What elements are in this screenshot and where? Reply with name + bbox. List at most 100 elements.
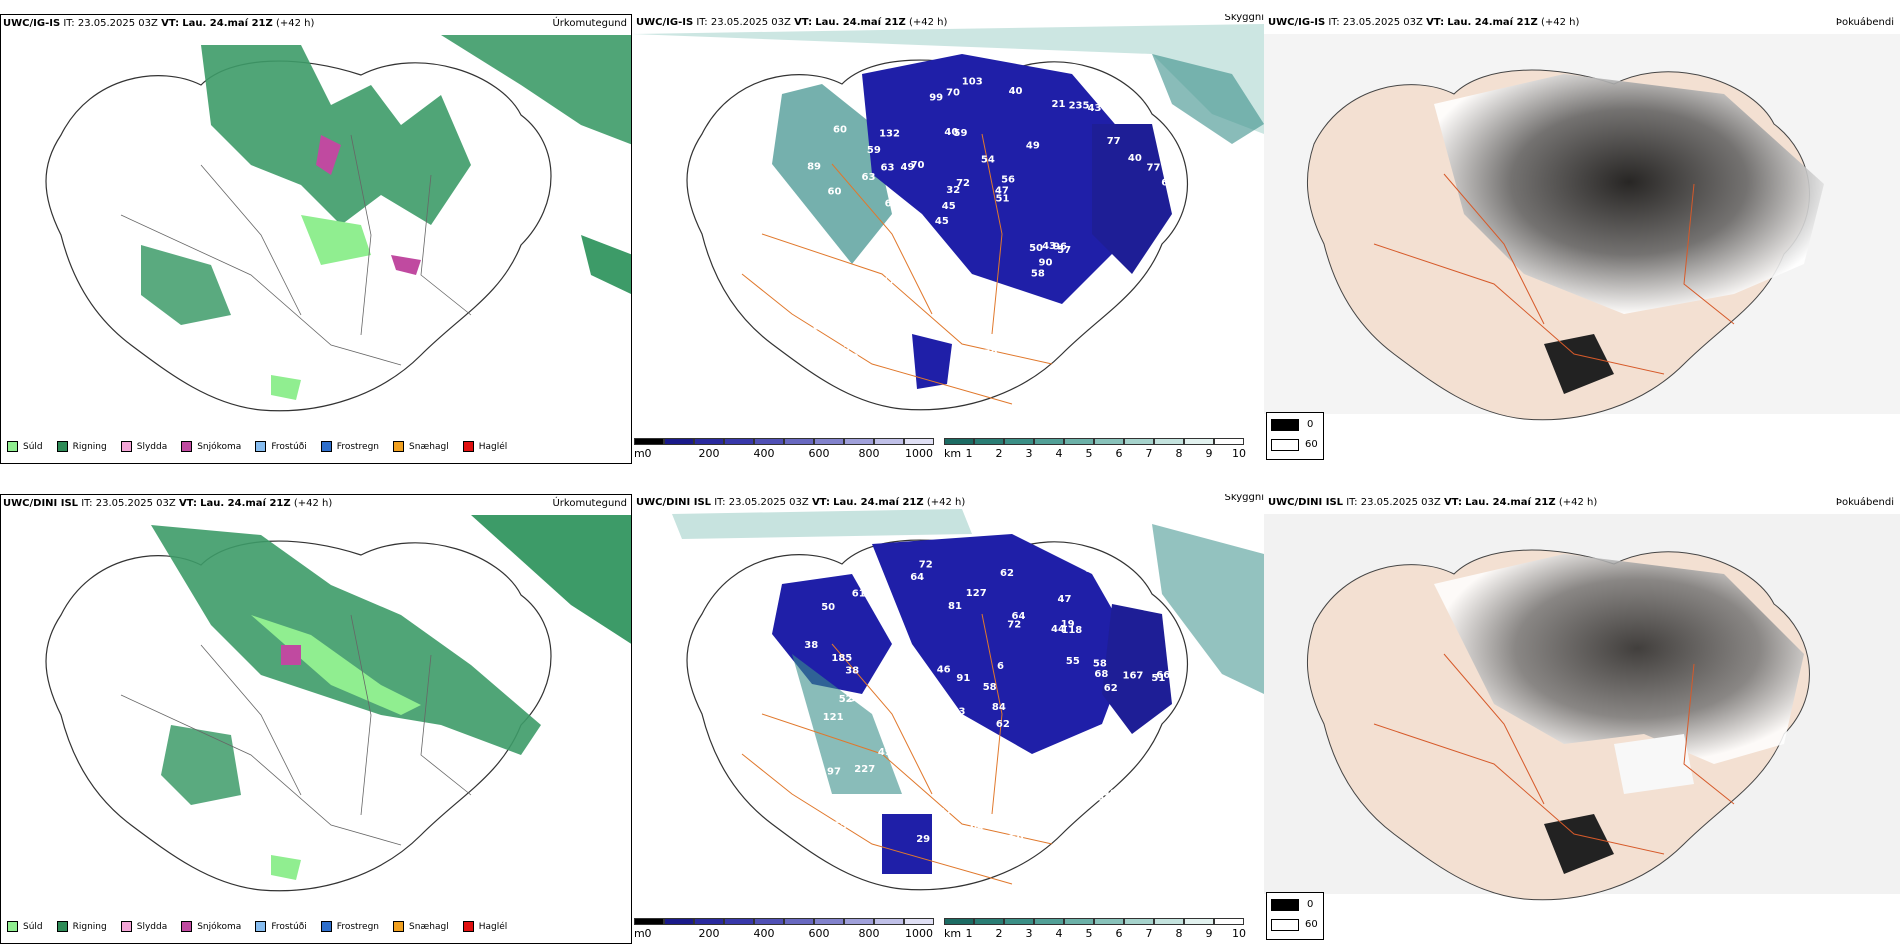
map-value-label: 65 xyxy=(845,338,859,349)
map-value-label: 42 xyxy=(1037,772,1051,783)
map-value-label: 54 xyxy=(981,155,995,166)
map-value-label: 96 xyxy=(1053,241,1067,252)
precip-legend: Súld Rigning Slydda Snjókoma Frostúði Fr… xyxy=(7,921,521,932)
map-value-label: 43 xyxy=(952,707,966,718)
fog-legend-swatch-low xyxy=(1271,419,1299,431)
legend-item-rain: Rigning xyxy=(56,921,107,932)
map-value-label: 47 xyxy=(1058,594,1072,605)
map-value-label: 50 xyxy=(1029,243,1043,254)
panel-header: UWC/DINI ISL IT: 23.05.2025 03Z VT: Lau.… xyxy=(1268,497,1598,508)
legend-item-drizzle: Súld xyxy=(7,921,43,932)
map-value-label: 97 xyxy=(827,767,841,778)
map-value-label: 55 xyxy=(1066,656,1080,667)
map-value-label: 57 xyxy=(867,295,881,306)
map-value-label: 53 xyxy=(808,760,822,771)
map-value-label: 66 xyxy=(1156,670,1170,681)
map-value-label: 45 xyxy=(935,216,949,227)
map-value-label: 58 xyxy=(911,706,925,717)
legend-swatch xyxy=(393,921,405,932)
map-value-label: 80 xyxy=(1158,759,1172,770)
legend-swatch xyxy=(56,441,68,452)
fog-index-map-igis[interactable]: UWC/IG-IS IT: 23.05.2025 03Z VT: Lau. 24… xyxy=(1264,14,1900,464)
ceiling-visibility-map-dini[interactable]: 72 47 51 43 62 54 50 44 121 72 58 55 64 58 71 50 53 60 55 4… xyxy=(632,494,1264,944)
fog-index-map-dini[interactable]: UWC/DINI ISL IT: 23.05.2025 03Z VT: Lau.… xyxy=(1264,494,1900,944)
map-value-label: 50 xyxy=(1010,833,1024,844)
map-value-label: 84 xyxy=(992,702,1006,713)
map-value-label: 32 xyxy=(946,185,960,196)
fog-legend-swatch-high xyxy=(1271,439,1299,451)
map-value-label: 47 xyxy=(995,186,1009,197)
ceiling-colorbar: m 0 200 400 600 800 1000 xyxy=(634,918,934,944)
map-value-label: 108 xyxy=(812,309,833,320)
map-value-label: 51 xyxy=(996,193,1010,204)
map-value-label: 53 xyxy=(1097,793,1111,804)
map-value-label: 57 xyxy=(1057,245,1071,256)
legend-item-snow: Snjókoma xyxy=(181,441,241,452)
legend-item-snow-pellets: Snæhagl xyxy=(393,441,449,452)
panel-title: Úrkomutegund xyxy=(552,498,627,509)
ceiling-colorbar: m 0 200 400 600 800 1000 xyxy=(634,438,934,464)
map-value-label: 235 xyxy=(1069,100,1090,111)
map-value-label: 68 xyxy=(1094,669,1108,680)
map-value-label: 54 xyxy=(849,694,863,705)
map-value-label: 70 xyxy=(911,160,925,171)
map-value-label: 6 xyxy=(997,661,1004,672)
map-value-label: 47 xyxy=(906,323,920,334)
legend-swatch xyxy=(320,921,332,932)
legend-item-sleet: Slydda xyxy=(120,441,167,452)
map-value-label: 99 xyxy=(929,93,943,104)
map-value-label: 43 xyxy=(1042,241,1056,252)
map-value-label: 77 xyxy=(1107,136,1121,147)
precip-type-map-dini[interactable]: UWC/DINI ISL IT: 23.05.2025 03Z VT: Lau.… xyxy=(0,494,632,944)
panel-header: UWC/IG-IS IT: 23.05.2025 03Z VT: Lau. 24… xyxy=(1268,17,1580,28)
map-value-label: 40 xyxy=(1009,86,1023,97)
precip-legend: Súld Rigning Slydda Snjókoma Frostúði Fr… xyxy=(7,441,521,452)
map-value-label: 71 xyxy=(880,330,894,341)
map-value-label: 723 xyxy=(1104,802,1125,813)
map-value-label: 50 xyxy=(839,278,853,289)
map-value-label: 63 xyxy=(881,163,895,174)
legend-item-freezing-drizzle: Frostúði xyxy=(255,441,307,452)
map-value-label: 71 xyxy=(1001,834,1015,845)
map-value-label: 58 xyxy=(1031,268,1045,279)
panel-header: UWC/IG-IS IT: 23.05.2025 03Z VT: Lau. 24… xyxy=(3,18,315,29)
legend-swatch xyxy=(462,921,474,932)
ceiling-visibility-map-igis[interactable]: 48 60 60 45 49 65 40 54 50 70 64 105 59 56 57 60 70 62 50 4… xyxy=(632,14,1264,464)
legend-swatch xyxy=(56,921,68,932)
map-value-label: 47 xyxy=(938,807,952,818)
map-value-label: 40 xyxy=(944,127,958,138)
legend-swatch xyxy=(393,441,405,452)
panel-title: Skyggni xyxy=(1224,494,1264,503)
map-value-label: 46 xyxy=(937,665,951,676)
legend-swatch xyxy=(7,921,18,932)
fog-legend: 0 60 xyxy=(1266,412,1324,460)
map-value-label: 58 xyxy=(947,269,961,280)
precip-type-map-igis[interactable]: UWC/IG-IS IT: 23.05.2025 03Z VT: Lau. 24… xyxy=(0,14,632,464)
map-value-label: 72 xyxy=(919,560,933,571)
map-value-labels: 4860604549654054507064105595657607062504… xyxy=(807,77,1175,364)
legend-swatch xyxy=(181,921,193,932)
map-value-label: 89 xyxy=(807,162,821,173)
map-value-label: 58 xyxy=(983,682,997,693)
map-value-label: 49 xyxy=(1026,141,1040,152)
map-value-label: 59 xyxy=(954,128,968,139)
map-value-label: 72 xyxy=(956,178,970,189)
fog-map-graphic xyxy=(1264,514,1900,901)
map-value-label: 64 xyxy=(813,321,827,332)
ceiling-map-graphic: 4860604549654054507064105595657607062504… xyxy=(632,24,1264,411)
map-value-label: 65 xyxy=(885,199,899,210)
legend-swatch xyxy=(181,441,193,452)
map-value-label: 75 xyxy=(942,297,956,308)
legend-item-sleet: Slydda xyxy=(120,921,167,932)
legend-item-snow-pellets: Snæhagl xyxy=(393,921,449,932)
map-value-label: 60 xyxy=(828,186,842,197)
legend-item-freezing-rain: Frostregn xyxy=(320,921,379,932)
map-value-label: 50 xyxy=(821,602,835,613)
map-value-label: 118 xyxy=(1061,625,1082,636)
map-value-label: 64 xyxy=(977,295,991,306)
map-value-label: 43 xyxy=(1088,103,1102,114)
map-value-label: 57 xyxy=(881,277,895,288)
map-value-label: 48 xyxy=(1122,334,1136,345)
map-value-label: 81 xyxy=(948,601,962,612)
map-value-label: 61 xyxy=(852,589,866,600)
